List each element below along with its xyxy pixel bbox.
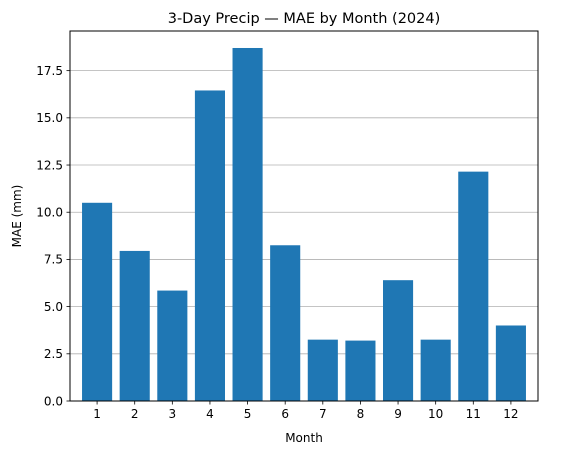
x-tick-label: 7 [319, 407, 327, 421]
y-tick-label: 15.0 [36, 111, 63, 125]
bar [270, 245, 301, 401]
x-tick-label: 4 [206, 407, 214, 421]
bar [157, 290, 188, 401]
x-axis-ticks: 1 2 3 4 5 6 7 8 9 10 11 12 [93, 401, 519, 421]
bar [119, 250, 150, 401]
bar [194, 90, 225, 401]
bar [383, 280, 414, 401]
y-axis-title: MAE (mm) [10, 185, 24, 248]
x-tick-label: 3 [169, 407, 177, 421]
x-tick-label: 5 [244, 407, 252, 421]
x-tick-label: 2 [131, 407, 139, 421]
x-tick-label: 6 [281, 407, 289, 421]
y-tick-label: 12.5 [36, 158, 63, 172]
x-axis-title: Month [285, 431, 323, 445]
x-tick-label: 10 [428, 407, 443, 421]
bar [495, 325, 526, 401]
bar [232, 47, 263, 401]
x-tick-label: 8 [357, 407, 365, 421]
plot-frame [69, 30, 539, 402]
bar [458, 171, 489, 401]
y-tick-label: 0.0 [44, 394, 63, 408]
chart-title: 3-Day Precip — MAE by Month (2024) [168, 11, 441, 27]
x-tick-label: 12 [503, 407, 518, 421]
x-tick-label: 11 [466, 407, 481, 421]
bars [82, 47, 526, 401]
y-tick-label: 10.0 [36, 206, 63, 220]
y-axis-ticks: 0.0 2.5 5.0 7.5 10.0 12.5 15.0 17.5 [36, 64, 70, 408]
bar [307, 339, 338, 401]
y-tick-label: 7.5 [44, 253, 63, 267]
bar [345, 340, 376, 401]
bar [420, 339, 451, 401]
x-tick-label: 1 [93, 407, 101, 421]
y-tick-label: 5.0 [44, 300, 63, 314]
y-tick-label: 2.5 [44, 347, 63, 361]
x-tick-label: 9 [394, 407, 402, 421]
bar [82, 202, 113, 401]
y-tick-label: 17.5 [36, 64, 63, 78]
